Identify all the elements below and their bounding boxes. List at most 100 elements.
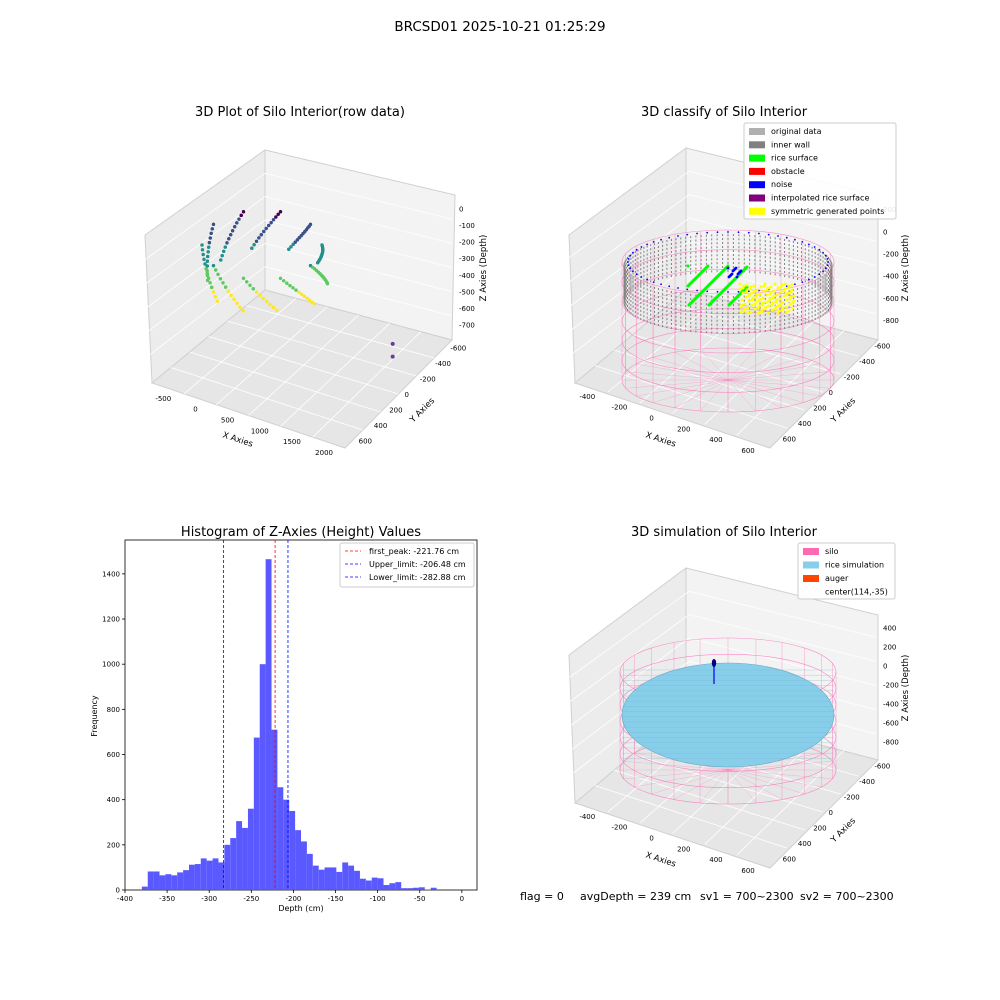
panel1-point xyxy=(210,227,214,231)
panel2-spoke xyxy=(636,379,729,397)
panel4-xtick-label: 400 xyxy=(709,856,722,864)
panel2-noise-point xyxy=(716,231,719,234)
panel3-bar xyxy=(177,872,184,890)
panel3-bar xyxy=(395,882,402,890)
panel3-bar xyxy=(418,887,425,890)
panel4-spoke xyxy=(651,769,729,795)
panel1-ztick-label: -500 xyxy=(459,288,475,296)
panel3-xtick-label: -350 xyxy=(159,895,175,903)
panel4-legend-label: center(114,-35) xyxy=(825,588,888,597)
panel2-rice-surface-point xyxy=(715,295,719,299)
panel2-rice-surface-point xyxy=(729,301,733,305)
panel1-point xyxy=(205,259,209,263)
panel1-point xyxy=(220,254,224,258)
panel4-xtick-label: 600 xyxy=(741,867,754,875)
panel2-symmetric-point xyxy=(789,295,793,299)
panel4-legend-swatch xyxy=(803,548,819,555)
panel3-xtick-label: -100 xyxy=(370,895,386,903)
panel4-ztick-label: -400 xyxy=(883,701,899,709)
panel2-noise-point xyxy=(668,285,671,288)
panel2-symmetric-point xyxy=(775,293,779,297)
panel2-symmetric-point xyxy=(747,299,751,303)
panel1-point xyxy=(282,279,286,283)
panel2-noise-point xyxy=(737,231,740,234)
panel2-legend-swatch xyxy=(749,154,765,162)
panel3-bar xyxy=(247,808,254,890)
panel2-noise-point xyxy=(629,267,632,270)
panel1-point xyxy=(297,236,301,240)
panel2-symmetric-point xyxy=(757,304,761,308)
panel1-point xyxy=(285,281,289,285)
panel2-symmetric-point xyxy=(780,283,784,287)
panel2-rice-surface-point xyxy=(724,266,728,270)
panel1-gridline xyxy=(144,243,266,334)
panel1-point xyxy=(325,282,330,286)
panel2-rice-surface-point xyxy=(714,276,718,280)
panel3-bar xyxy=(212,858,219,890)
panel1-point xyxy=(241,210,246,214)
panel2-noise-point xyxy=(794,283,796,286)
panel2-noise-point xyxy=(727,291,729,293)
panel3-bar xyxy=(206,860,213,890)
panel4-spoke xyxy=(699,769,729,803)
panel2-noise-point xyxy=(785,236,788,239)
panel3-bar xyxy=(413,887,419,890)
panel2-rice-surface-point xyxy=(737,293,741,297)
panel1-point xyxy=(291,242,295,246)
panel2-rice-surface-point xyxy=(709,281,713,285)
panel2-symmetric-point xyxy=(774,305,778,309)
panel1-point xyxy=(208,236,212,240)
panel3-legend-label: Lower_limit: -282.88 cm xyxy=(369,573,466,582)
panel4-rice-surface-disc xyxy=(621,662,835,768)
panel2-rice-surface-point xyxy=(728,282,732,286)
footer-sv2: sv2 = 700~2300 xyxy=(800,890,894,903)
panel1-title: 3D Plot of Silo Interior(row data) xyxy=(195,105,405,120)
panel2-rice-surface-point xyxy=(727,303,731,307)
panel2-symmetric-point xyxy=(745,283,749,287)
panel3-bar xyxy=(242,827,248,890)
panel3-xtick-label: 0 xyxy=(460,895,464,903)
panel3-xtick-label: -150 xyxy=(328,895,344,903)
panel2-symmetric-point xyxy=(776,286,780,290)
panel2-ztick-label: -600 xyxy=(883,295,899,303)
panel2-symmetric-point xyxy=(764,300,768,304)
panel2-rice-surface-point xyxy=(711,279,715,283)
panel2-noise-point xyxy=(739,269,743,273)
panel2-symmetric-point xyxy=(785,298,789,302)
panel1-point xyxy=(302,294,306,298)
panel1-ytick-label: 600 xyxy=(359,437,372,445)
panel3-ytick-label: 200 xyxy=(107,841,120,849)
panel2-noise-point xyxy=(730,272,734,276)
panel1-ytick-label: -200 xyxy=(420,376,436,384)
panel1-gridline xyxy=(144,173,266,260)
panel3-bar xyxy=(354,870,360,890)
panel1-point xyxy=(225,241,229,245)
panel1-zlabel: Z Axies (Depth) xyxy=(479,235,489,302)
panel2-legend-label: interpolated rice surface xyxy=(771,194,869,203)
panel2-legend-label: symmetric generated points xyxy=(771,207,884,216)
panel2-spoke xyxy=(727,363,820,381)
panel3-ytick-label: 1200 xyxy=(102,616,120,624)
panel2-noise-point xyxy=(813,246,816,248)
panel2-spoke xyxy=(727,352,782,381)
panel2-xtick-label: -200 xyxy=(611,404,627,412)
panel3-bar xyxy=(218,862,225,890)
panel2-legend-label: inner wall xyxy=(771,140,810,149)
panel1-point xyxy=(229,293,233,297)
panel3-bar xyxy=(159,875,166,890)
panel4-gridline xyxy=(568,591,690,678)
panel3-bar xyxy=(289,810,296,890)
panel2-noise-point xyxy=(808,278,810,281)
footer-sv1: sv1 = 700~2300 xyxy=(700,890,794,903)
panel2-symmetric-point xyxy=(750,303,754,307)
panel2-xtick-label: -400 xyxy=(579,393,595,401)
panel1-point xyxy=(208,281,212,285)
panel3-bar xyxy=(348,865,355,890)
panel1-xtick-label: 1500 xyxy=(283,438,301,446)
panel4-legend-label: silo xyxy=(825,547,839,556)
panel2-noise-point xyxy=(635,248,638,251)
panel2-spoke xyxy=(727,348,756,381)
panel1-xtick-label: 0 xyxy=(193,406,197,414)
panel1-point xyxy=(257,236,261,240)
